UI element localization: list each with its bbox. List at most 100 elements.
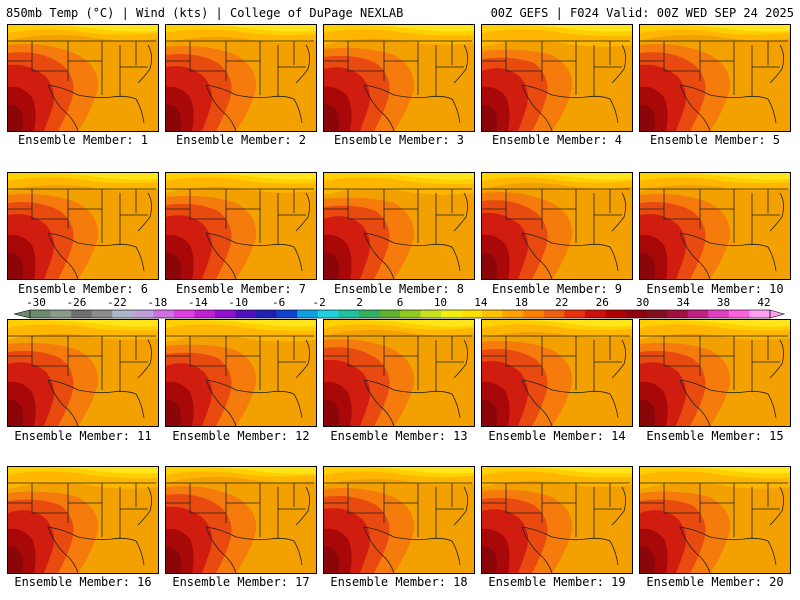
coolest-band	[512, 467, 632, 474]
hottest-band	[8, 252, 23, 279]
gulf-region	[402, 535, 474, 573]
header-right-title: 00Z GEFS | F024 Valid: 00Z WED SEP 24 20…	[490, 6, 794, 20]
colorbar-swatch	[687, 310, 709, 318]
colorbar-tick-label: -22	[107, 296, 127, 309]
colorbar-swatch	[543, 310, 565, 318]
hottest-band	[482, 399, 497, 426]
ensemble-panel	[323, 466, 475, 574]
coolest-band	[196, 320, 316, 327]
hottest-band	[324, 546, 339, 573]
gulf-region	[244, 93, 316, 131]
ensemble-panel	[481, 319, 633, 427]
temperature-colorbar: -30 -26 -22 -18 -14 -10 -6 -2 2 6 10 14 18 22 26 30 34 38…	[13, 296, 786, 319]
gulf-region	[244, 241, 316, 279]
colorbar-tick-label: 42	[757, 296, 770, 309]
hottest-band	[8, 104, 23, 131]
colorbar-swatch	[564, 310, 586, 318]
colorbar-tick-label: -14	[188, 296, 208, 309]
ensemble-panel	[7, 172, 159, 280]
boundary-lines	[8, 40, 156, 131]
colorbar-swatch	[626, 310, 647, 318]
coolest-band	[354, 25, 474, 32]
temperature-map	[8, 467, 158, 573]
coolest-band	[354, 320, 474, 327]
coolest-band	[512, 173, 632, 180]
temperature-map	[640, 320, 790, 426]
hottest-band	[640, 104, 655, 131]
gulf-region	[718, 241, 790, 279]
colorbar-swatch	[112, 310, 134, 318]
colorbar-tick-label: -18	[147, 296, 167, 309]
colorbar-tick-label: 38	[717, 296, 730, 309]
colorbar-arrow-left	[13, 309, 31, 319]
colorbar-swatch	[235, 310, 257, 318]
colorbar-swatch	[585, 310, 606, 318]
coolest-band	[38, 25, 158, 32]
boundary-lines	[166, 335, 314, 426]
temperature-map	[8, 25, 158, 131]
coolest-band	[354, 173, 474, 180]
ensemble-panel	[323, 319, 475, 427]
gulf-region	[402, 93, 474, 131]
temperature-map	[640, 467, 790, 573]
gulf-region	[402, 241, 474, 279]
hottest-band	[166, 399, 181, 426]
colorbar-swatch	[91, 310, 113, 318]
temperature-map	[166, 25, 316, 131]
member-caption: Ensemble Member: 11	[14, 429, 152, 443]
coolest-band	[354, 467, 474, 474]
hottest-band	[166, 104, 181, 131]
boundary-lines	[324, 482, 472, 573]
colorbar-swatch	[441, 310, 462, 318]
colorbar-tick-label: -10	[228, 296, 248, 309]
ensemble-panel	[165, 466, 317, 574]
colorbar-swatch	[728, 310, 750, 318]
gulf-region	[86, 388, 158, 426]
hottest-band	[482, 546, 497, 573]
coolest-band	[38, 467, 158, 474]
boundary-lines	[8, 482, 156, 573]
member-caption: Ensemble Member: 14	[488, 429, 626, 443]
ensemble-panel	[639, 319, 791, 427]
colorbar-tick-label: -6	[272, 296, 285, 309]
boundary-lines	[482, 335, 630, 426]
coolest-band	[196, 173, 316, 180]
colorbar-swatch	[338, 310, 360, 318]
member-caption: Ensemble Member: 15	[646, 429, 784, 443]
colorbar-swatch	[358, 310, 380, 318]
ensemble-panel	[323, 24, 475, 132]
temperature-map	[482, 25, 632, 131]
ensemble-panel	[639, 24, 791, 132]
ensemble-panel	[481, 24, 633, 132]
hottest-band	[166, 252, 181, 279]
coolest-band	[38, 173, 158, 180]
member-caption: Ensemble Member: 3	[333, 133, 465, 147]
colorbar-swatch	[379, 310, 401, 318]
colorbar-swatch	[173, 310, 195, 318]
hottest-band	[482, 104, 497, 131]
ensemble-panel	[165, 172, 317, 280]
colorbar-tick-label: 6	[397, 296, 404, 309]
temperature-map	[324, 320, 474, 426]
hottest-band	[8, 546, 23, 573]
ensemble-panel	[639, 172, 791, 280]
hottest-band	[324, 104, 339, 131]
boundary-lines	[640, 335, 788, 426]
colorbar-swatch	[132, 310, 154, 318]
gulf-region	[718, 93, 790, 131]
colorbar-swatch	[194, 310, 216, 318]
gulf-region	[560, 241, 632, 279]
colorbar-tick-label: 34	[676, 296, 690, 309]
temperature-map	[166, 320, 316, 426]
gulf-region	[402, 388, 474, 426]
colorbar-tick-label: -30	[26, 296, 46, 309]
temperature-map	[482, 467, 632, 573]
ensemble-panel	[165, 24, 317, 132]
boundary-lines	[8, 188, 156, 279]
boundary-lines	[640, 40, 788, 131]
member-caption: Ensemble Member: 2	[175, 133, 307, 147]
colorbar-swatch	[71, 310, 92, 318]
member-caption: Ensemble Member: 13	[330, 429, 468, 443]
member-caption: Ensemble Member: 18	[330, 575, 468, 589]
colorbar-tick-label: 30	[636, 296, 649, 309]
